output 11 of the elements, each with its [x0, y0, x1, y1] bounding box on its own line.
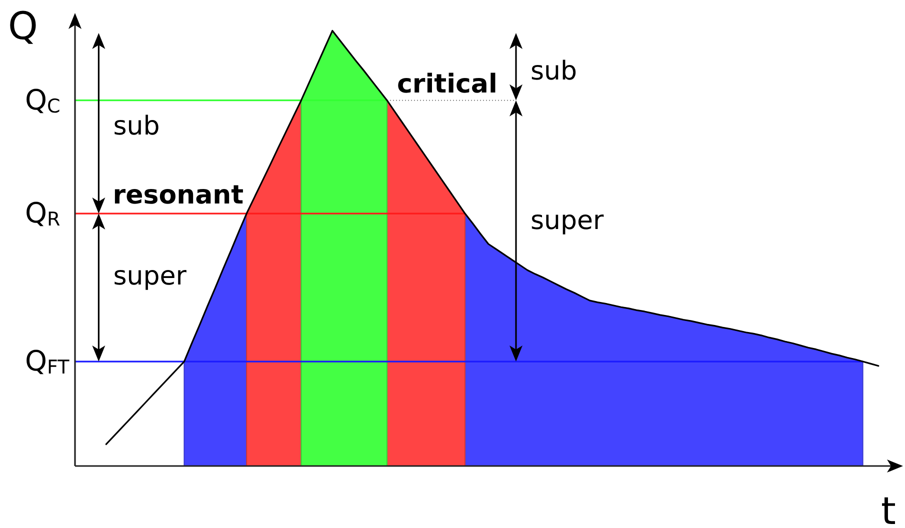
ref-line-label: Q$_{R}$	[25, 196, 60, 231]
annotation: super	[530, 206, 604, 236]
annotation: sub	[530, 56, 578, 87]
ref-line-label: Q$_{C}$	[25, 83, 60, 118]
x-axis-title: t	[881, 489, 896, 528]
annotation: critical	[397, 69, 498, 100]
annotation: sub	[113, 111, 160, 142]
y-axis-title: Q	[8, 4, 38, 48]
annotation: super	[113, 262, 187, 292]
annotation: resonant	[112, 180, 244, 211]
ref-line-label: Q$_{FT}$	[25, 344, 70, 379]
